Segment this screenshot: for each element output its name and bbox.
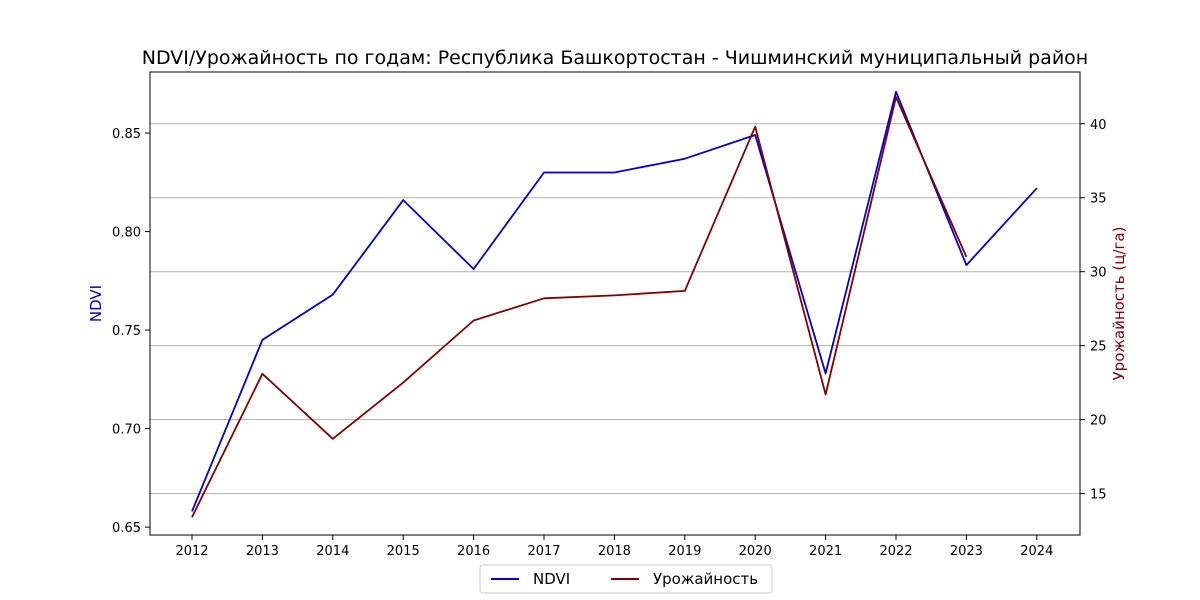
x-tick-label: 2013 bbox=[246, 544, 279, 559]
x-tick-label: 2023 bbox=[950, 544, 983, 559]
x-tick-label: 2015 bbox=[387, 544, 420, 559]
x-tick-label: 2021 bbox=[809, 544, 842, 559]
x-tick-label: 2012 bbox=[175, 544, 208, 559]
legend: NDVI Урожайность bbox=[479, 564, 773, 594]
y-axis-right-label: Урожайность (ц/га) bbox=[1110, 227, 1128, 381]
series-lines bbox=[191, 90, 1038, 518]
y-axis-left: 0.65 0.70 0.75 0.80 0.85 bbox=[112, 127, 150, 536]
y-right-tick-label: 15 bbox=[1090, 488, 1107, 503]
x-tick-label: 2018 bbox=[598, 544, 631, 559]
x-tick-label: 2016 bbox=[457, 544, 490, 559]
legend-label-yield: Урожайность bbox=[653, 570, 758, 588]
series-line-ndvi bbox=[191, 90, 1038, 512]
plot-area-frame bbox=[149, 71, 1081, 536]
y-right-tick-label: 25 bbox=[1090, 340, 1107, 355]
x-tick-label: 2022 bbox=[879, 544, 912, 559]
x-tick-label: 2020 bbox=[739, 544, 772, 559]
y-left-tick-label: 0.80 bbox=[112, 226, 141, 241]
x-tick-label: 2014 bbox=[316, 544, 349, 559]
y-right-tick-label: 30 bbox=[1090, 266, 1107, 281]
y-left-tick-label: 0.75 bbox=[112, 324, 141, 339]
x-tick-label: 2024 bbox=[1020, 544, 1053, 559]
y-left-tick-label: 0.85 bbox=[112, 127, 141, 142]
y-right-tick-label: 20 bbox=[1090, 414, 1107, 429]
y-axis-left-label: NDVI bbox=[87, 285, 105, 322]
legend-label-ndvi: NDVI bbox=[533, 570, 570, 588]
chart-title: NDVI/Урожайность по годам: Республика Ба… bbox=[142, 47, 1088, 69]
y-left-tick-label: 0.65 bbox=[112, 521, 141, 536]
x-axis: 2012 2013 2014 2015 2016 2017 2018 2019 2020 2021… bbox=[175, 535, 1053, 559]
y-right-tick-label: 40 bbox=[1090, 118, 1107, 133]
grid-lines bbox=[150, 123, 1080, 495]
y-right-tick-label: 35 bbox=[1090, 192, 1107, 207]
x-tick-label: 2017 bbox=[527, 544, 560, 559]
series-line-yield bbox=[191, 96, 968, 518]
y-left-tick-label: 0.70 bbox=[112, 423, 141, 438]
y-axis-right: 15 20 25 30 35 40 bbox=[1080, 118, 1107, 503]
x-tick-label: 2019 bbox=[668, 544, 701, 559]
